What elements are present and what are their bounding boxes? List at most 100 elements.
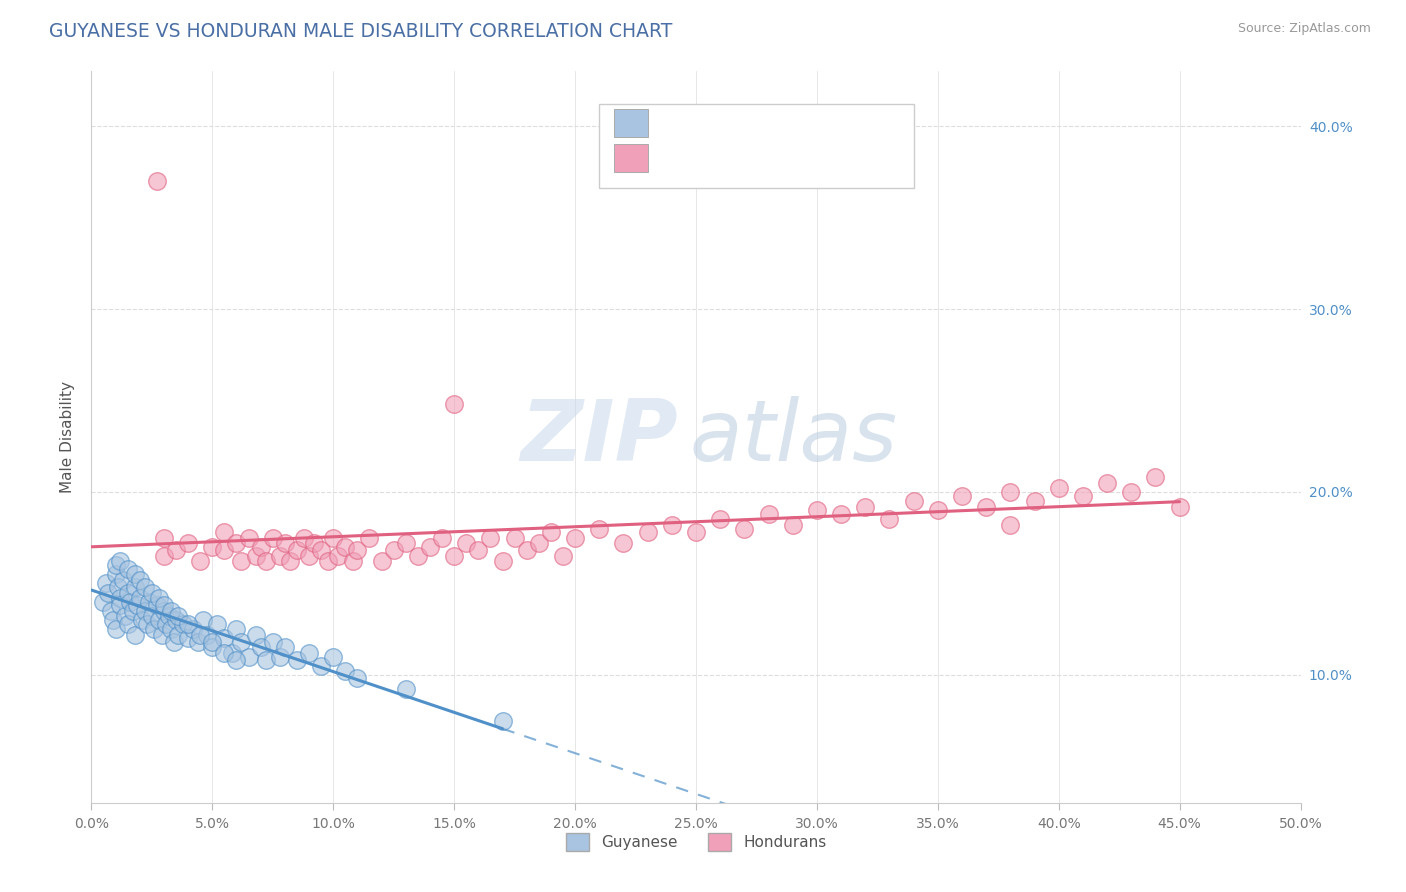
Point xyxy=(120,594,142,608)
Text: ZIP: ZIP xyxy=(520,395,678,479)
Point xyxy=(162,635,184,649)
Point xyxy=(153,604,176,618)
Point xyxy=(491,714,513,728)
Point xyxy=(201,635,224,649)
Point xyxy=(191,613,214,627)
Point xyxy=(292,531,315,545)
Point xyxy=(346,672,368,686)
Point xyxy=(225,622,247,636)
Point xyxy=(285,543,308,558)
Point xyxy=(197,627,219,641)
Point xyxy=(254,554,277,568)
Point xyxy=(148,613,170,627)
Point xyxy=(342,554,364,568)
Text: R = -0.229   N = 79: R = -0.229 N = 79 xyxy=(662,110,825,128)
Point xyxy=(443,549,465,563)
Point xyxy=(187,635,209,649)
Point xyxy=(685,525,707,540)
Point xyxy=(249,640,271,655)
Point xyxy=(733,521,755,535)
Point xyxy=(238,649,260,664)
Point xyxy=(853,500,876,514)
Point xyxy=(974,500,997,514)
Point xyxy=(225,536,247,550)
Point xyxy=(927,503,949,517)
Point xyxy=(201,540,224,554)
Point xyxy=(430,531,453,545)
Point xyxy=(758,507,780,521)
Point xyxy=(110,554,132,568)
Point xyxy=(395,536,418,550)
Point xyxy=(111,573,134,587)
Point xyxy=(443,397,465,411)
Point xyxy=(148,591,170,605)
Point xyxy=(100,604,122,618)
Point xyxy=(160,622,183,636)
Point xyxy=(302,536,325,550)
Point xyxy=(1000,517,1022,532)
Point xyxy=(1095,475,1118,490)
Point xyxy=(551,549,574,563)
Point xyxy=(1121,485,1143,500)
Point xyxy=(564,531,586,545)
Point xyxy=(782,517,804,532)
Point xyxy=(382,543,405,558)
Point xyxy=(231,635,253,649)
Point xyxy=(709,512,731,526)
Point xyxy=(104,622,127,636)
Point xyxy=(94,576,117,591)
Point xyxy=(124,627,146,641)
Text: Source: ZipAtlas.com: Source: ZipAtlas.com xyxy=(1237,22,1371,36)
Point xyxy=(1000,485,1022,500)
Point xyxy=(231,554,253,568)
Point xyxy=(214,525,236,540)
Point xyxy=(172,616,194,631)
Point xyxy=(1168,500,1191,514)
Point xyxy=(516,543,538,558)
Point xyxy=(322,531,344,545)
Point xyxy=(141,585,163,599)
Point xyxy=(406,549,429,563)
Point xyxy=(269,649,291,664)
Point xyxy=(1071,489,1094,503)
Point xyxy=(165,613,187,627)
Point xyxy=(124,567,146,582)
Point xyxy=(274,536,297,550)
Point xyxy=(238,531,260,545)
Y-axis label: Male Disability: Male Disability xyxy=(60,381,76,493)
Point xyxy=(104,558,127,573)
Point xyxy=(205,616,228,631)
Point xyxy=(145,599,167,613)
Point xyxy=(138,594,160,608)
Text: R =  0.209   N = 75: R = 0.209 N = 75 xyxy=(662,145,824,163)
Point xyxy=(93,594,115,608)
Point xyxy=(153,599,176,613)
Point xyxy=(177,632,200,646)
Point xyxy=(160,604,183,618)
Point xyxy=(322,649,344,664)
Point xyxy=(335,664,357,678)
Point xyxy=(104,567,127,582)
Point xyxy=(1024,494,1046,508)
Point xyxy=(117,616,139,631)
Point xyxy=(167,627,190,641)
Point xyxy=(346,543,368,558)
Point xyxy=(143,622,166,636)
Point xyxy=(806,503,828,517)
Point xyxy=(1144,470,1167,484)
Point xyxy=(188,554,211,568)
Text: atlas: atlas xyxy=(690,395,898,479)
Point xyxy=(121,604,143,618)
Point xyxy=(124,580,146,594)
FancyBboxPatch shape xyxy=(599,104,914,188)
Point xyxy=(214,632,236,646)
Point xyxy=(309,543,332,558)
Point xyxy=(830,507,852,521)
Point xyxy=(101,613,124,627)
Point xyxy=(370,554,392,568)
Point xyxy=(467,543,489,558)
Point xyxy=(128,591,150,605)
Bar xyxy=(614,110,648,137)
Point xyxy=(157,609,180,624)
Point xyxy=(181,622,204,636)
